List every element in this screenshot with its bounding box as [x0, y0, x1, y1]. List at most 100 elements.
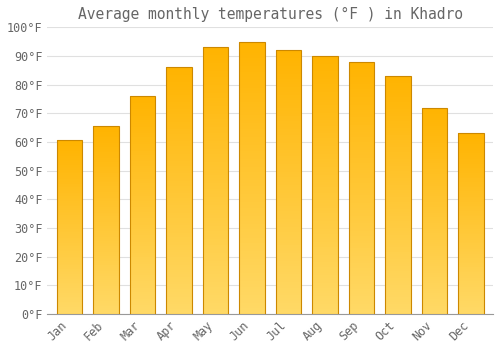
Bar — [166, 99, 192, 102]
Bar — [202, 191, 228, 194]
Bar — [56, 182, 82, 184]
Bar — [93, 259, 118, 261]
Bar — [166, 151, 192, 154]
Bar — [202, 167, 228, 170]
Bar — [130, 207, 155, 209]
Bar — [202, 298, 228, 301]
Bar — [56, 302, 82, 303]
Bar — [93, 226, 118, 228]
Bar — [202, 154, 228, 157]
Bar — [422, 159, 448, 161]
Bar — [349, 79, 374, 82]
Bar — [93, 222, 118, 224]
Bar — [93, 216, 118, 218]
Bar — [166, 245, 192, 247]
Bar — [239, 197, 265, 199]
Bar — [276, 306, 301, 309]
Bar — [93, 134, 118, 135]
Bar — [349, 190, 374, 193]
Bar — [422, 174, 448, 176]
Bar — [276, 253, 301, 256]
Bar — [312, 133, 338, 136]
Bar — [130, 225, 155, 227]
Bar — [422, 107, 448, 110]
Bar — [386, 126, 411, 128]
Bar — [130, 188, 155, 190]
Bar — [422, 225, 448, 227]
Bar — [56, 168, 82, 170]
Bar — [93, 282, 118, 284]
Bar — [239, 230, 265, 232]
Bar — [386, 145, 411, 147]
Bar — [349, 153, 374, 155]
Bar — [422, 201, 448, 202]
Bar — [202, 285, 228, 287]
Bar — [166, 210, 192, 213]
Bar — [276, 232, 301, 235]
Bar — [312, 231, 338, 234]
Bar — [458, 211, 484, 213]
Bar — [422, 221, 448, 223]
Bar — [422, 281, 448, 283]
Bar — [56, 146, 82, 147]
Bar — [349, 94, 374, 97]
Bar — [422, 258, 448, 260]
Bar — [239, 276, 265, 279]
Bar — [458, 205, 484, 207]
Bar — [386, 121, 411, 124]
Bar — [458, 173, 484, 175]
Bar — [312, 128, 338, 131]
Bar — [130, 292, 155, 294]
Bar — [93, 135, 118, 138]
Bar — [312, 159, 338, 162]
Bar — [386, 252, 411, 254]
Bar — [166, 109, 192, 112]
Bar — [93, 289, 118, 291]
Bar — [56, 199, 82, 201]
Bar — [276, 82, 301, 84]
Bar — [312, 141, 338, 144]
Bar — [93, 171, 118, 173]
Bar — [239, 153, 265, 156]
Bar — [202, 164, 228, 167]
Bar — [130, 253, 155, 255]
Bar — [349, 135, 374, 137]
Bar — [458, 133, 484, 314]
Bar — [166, 265, 192, 267]
Bar — [56, 227, 82, 229]
Bar — [239, 140, 265, 142]
Bar — [93, 130, 118, 132]
Bar — [312, 164, 338, 167]
Bar — [130, 190, 155, 192]
Bar — [276, 227, 301, 230]
Bar — [458, 224, 484, 225]
Bar — [422, 198, 448, 201]
Bar — [93, 141, 118, 143]
Bar — [166, 183, 192, 186]
Bar — [458, 142, 484, 144]
Bar — [93, 303, 118, 304]
Bar — [239, 156, 265, 159]
Bar — [386, 117, 411, 119]
Bar — [349, 248, 374, 251]
Bar — [458, 146, 484, 148]
Bar — [312, 273, 338, 275]
Bar — [56, 245, 82, 246]
Bar — [56, 147, 82, 149]
Bar — [130, 146, 155, 148]
Bar — [239, 85, 265, 88]
Bar — [202, 309, 228, 311]
Bar — [56, 187, 82, 189]
Bar — [458, 166, 484, 168]
Bar — [239, 181, 265, 183]
Bar — [56, 255, 82, 257]
Bar — [166, 196, 192, 198]
Bar — [458, 260, 484, 261]
Bar — [93, 126, 118, 314]
Bar — [56, 298, 82, 300]
Bar — [386, 140, 411, 142]
Bar — [386, 214, 411, 216]
Bar — [276, 71, 301, 74]
Bar — [312, 162, 338, 164]
Bar — [458, 278, 484, 280]
